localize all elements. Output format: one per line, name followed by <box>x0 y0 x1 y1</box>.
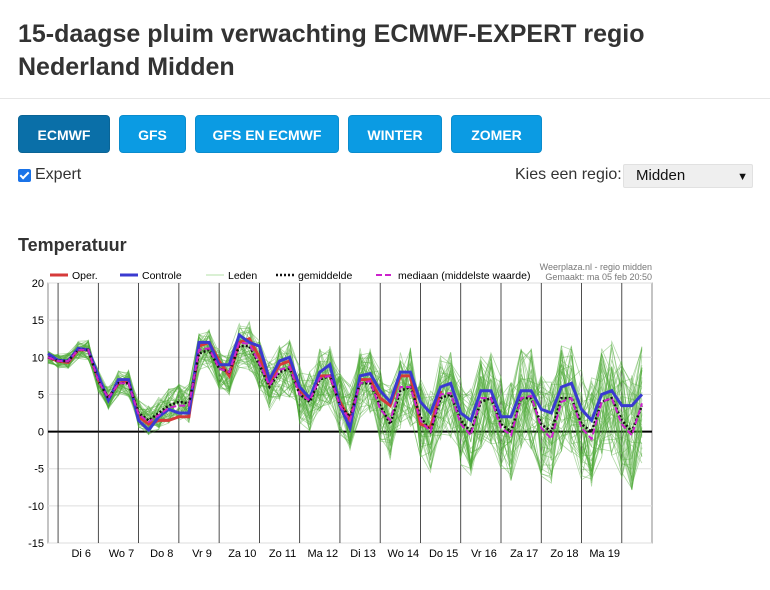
y-tick-label: -10 <box>28 501 44 513</box>
tab-gfs[interactable]: GFS <box>119 115 186 153</box>
member-line <box>47 341 643 490</box>
header-divider <box>0 98 770 99</box>
member-line <box>47 340 643 480</box>
legend-label: Controle <box>142 270 182 282</box>
member-line <box>47 339 643 470</box>
x-tick-label: Za 10 <box>228 548 256 560</box>
member-line <box>47 322 643 487</box>
tab-zomer[interactable]: ZOMER <box>451 115 542 153</box>
expert-checkbox[interactable] <box>18 168 31 182</box>
chevron-down-icon: ▼ <box>737 171 748 183</box>
x-tick-label: Wo 14 <box>388 548 420 560</box>
member-line <box>47 341 643 479</box>
tab-winter[interactable]: WINTER <box>348 115 442 153</box>
x-tick-label: Vr 16 <box>471 548 497 560</box>
member-line <box>47 339 643 485</box>
y-tick-label: 5 <box>38 389 44 401</box>
x-tick-label: Za 17 <box>510 548 538 560</box>
x-tick-label: Di 13 <box>350 548 376 560</box>
member-line <box>47 341 643 476</box>
legend-label: Oper. <box>72 270 98 282</box>
expert-option: Expert <box>18 166 81 184</box>
x-tick-label: Vr 9 <box>192 548 212 560</box>
x-tick-label: Do 8 <box>150 548 173 560</box>
region-label: Kies een regio: <box>515 166 622 183</box>
region-selected-value: Midden <box>636 167 686 184</box>
member-line <box>47 333 643 476</box>
series-line <box>47 332 644 433</box>
source-label: Weerplaza.nl - regio midden <box>540 262 652 272</box>
legend-label: gemiddelde <box>298 270 352 282</box>
member-line <box>47 330 643 484</box>
member-line <box>47 328 643 477</box>
page-title: 15-daagse pluim verwachting ECMWF-EXPERT… <box>18 20 645 81</box>
member-line <box>47 330 643 477</box>
member-line <box>47 341 643 462</box>
member-line <box>47 340 643 482</box>
expert-label: Expert <box>35 166 82 183</box>
y-tick-label: 0 <box>38 427 44 439</box>
x-tick-label: Zo 11 <box>269 548 296 560</box>
tab-ecmwf[interactable]: ECMWF <box>18 115 110 153</box>
y-tick-label: -5 <box>34 464 44 476</box>
member-line <box>47 338 643 478</box>
timestamp-label: Gemaakt: ma 05 feb 20:50 <box>545 272 652 282</box>
region-select[interactable]: Midden ▼ <box>623 164 753 188</box>
x-tick-label: Di 6 <box>71 548 91 560</box>
y-tick-label: 20 <box>32 278 44 290</box>
x-tick-label: Wo 7 <box>109 548 134 560</box>
legend-label: Leden <box>228 270 257 282</box>
section-title: Temperatuur <box>18 235 127 255</box>
x-tick-label: Zo 18 <box>550 548 578 560</box>
y-tick-label: 10 <box>32 352 44 364</box>
x-tick-label: Ma 19 <box>589 548 620 560</box>
y-tick-label: -15 <box>28 538 44 550</box>
x-tick-label: Do 15 <box>429 548 458 560</box>
series-line <box>47 341 643 442</box>
member-line <box>47 343 643 469</box>
member-line <box>47 341 643 477</box>
member-line <box>47 335 643 477</box>
member-line <box>47 341 643 475</box>
series-line <box>47 344 644 435</box>
legend-label: mediaan (middelste waarde) <box>398 270 530 282</box>
tab-gfs-en-ecmwf[interactable]: GFS EN ECMWF <box>195 115 339 153</box>
temperature-chart: 20 15 10 5 0 -5 -10 -15 Di 6 Wo 7 Do 8 Vr 9 Za 10 Zo … <box>28 262 653 560</box>
y-tick-label: 15 <box>32 315 44 327</box>
x-tick-label: Ma 12 <box>308 548 339 560</box>
